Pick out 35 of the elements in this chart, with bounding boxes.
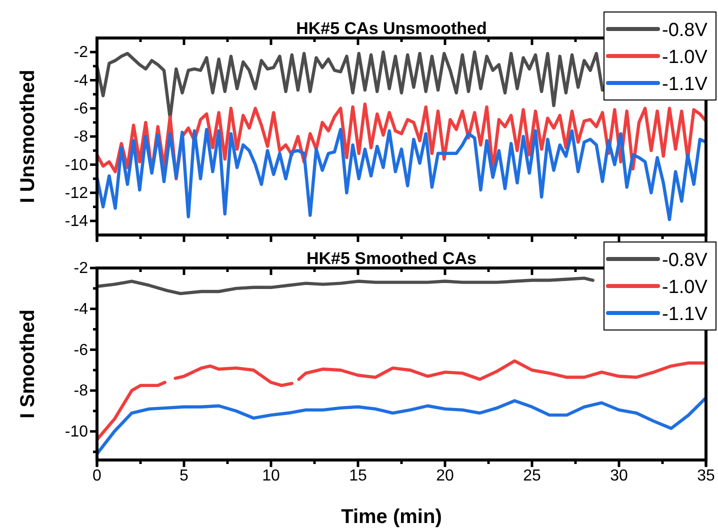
line-series xyxy=(97,128,706,222)
y-tick-label: -2 xyxy=(74,44,88,62)
x-tick-label: 25 xyxy=(523,467,541,484)
y-tick-label: -2 xyxy=(74,260,88,278)
x-tick-label: 0 xyxy=(92,467,102,484)
legend-label: -1.0V xyxy=(662,47,708,68)
chart-title: HK#5 CAs Unsmoothed xyxy=(296,19,487,38)
x-tick-label: 35 xyxy=(697,467,715,484)
y-tick-label: -10 xyxy=(64,156,88,174)
x-tick-label: 5 xyxy=(180,467,189,484)
legend-label: -1.1V xyxy=(662,74,708,95)
chart-title: HK#5 Smoothed CAs xyxy=(306,249,477,268)
legend-label: -0.8V xyxy=(662,250,708,271)
y-tick-label: -4 xyxy=(74,300,88,318)
legend-label: -1.1V xyxy=(662,304,708,325)
legend-label: -1.0V xyxy=(662,277,708,298)
y-tick-label: -10 xyxy=(64,424,88,441)
y-tick-label: -8 xyxy=(74,382,88,400)
x-tick-label: 10 xyxy=(262,467,280,484)
y-tick-label: -8 xyxy=(74,128,88,146)
line-series xyxy=(97,396,706,456)
x-axis-title: Time (min) xyxy=(341,506,442,528)
legend-label: -0.8V xyxy=(662,20,708,41)
line-series xyxy=(97,276,594,296)
y-tick-label: -14 xyxy=(64,213,88,230)
x-tick-label: 30 xyxy=(610,467,628,484)
y-tick-label: -6 xyxy=(74,342,88,359)
y-tick-label: -12 xyxy=(64,184,88,202)
line-series xyxy=(97,50,604,120)
y-tick-label: -6 xyxy=(74,100,88,118)
y-axis-title: I Unsmoothed xyxy=(17,70,39,204)
x-tick-label: 20 xyxy=(436,467,454,484)
y-axis-title: I Smoothed xyxy=(17,310,39,418)
y-tick-label: -4 xyxy=(74,72,88,90)
x-tick-label: 15 xyxy=(349,467,367,484)
